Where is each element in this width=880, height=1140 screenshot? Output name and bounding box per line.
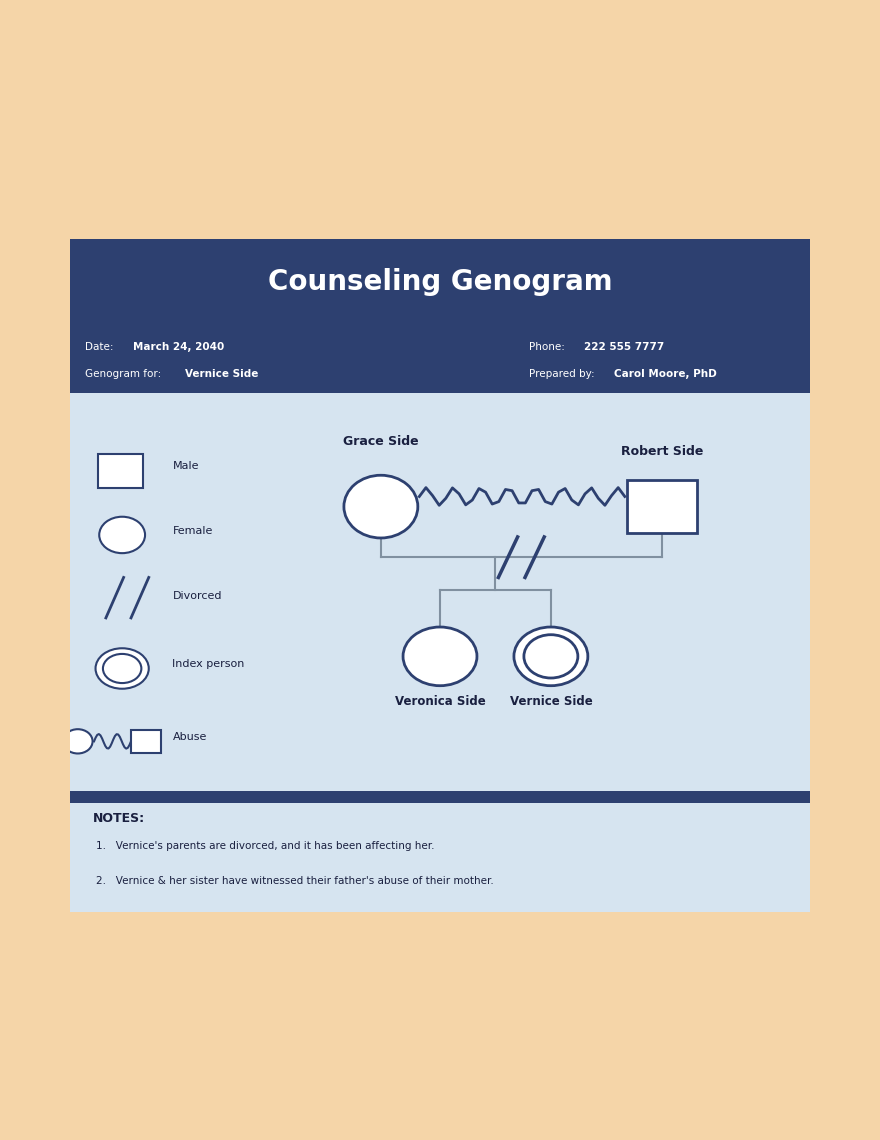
Ellipse shape (99, 516, 145, 553)
Text: Divorced: Divorced (172, 591, 222, 601)
Text: Female: Female (172, 526, 213, 536)
Text: 2.   Vernice & her sister have witnessed their father's abuse of their mother.: 2. Vernice & her sister have witnessed t… (96, 876, 494, 886)
Text: 222 555 7777: 222 555 7777 (584, 342, 664, 352)
FancyBboxPatch shape (627, 480, 697, 532)
Text: Genogram for:: Genogram for: (85, 369, 165, 380)
Ellipse shape (344, 475, 418, 538)
Text: Date:: Date: (85, 342, 117, 352)
Text: March 24, 2040: March 24, 2040 (133, 342, 224, 352)
Text: Prepared by:: Prepared by: (529, 369, 598, 380)
Text: 1.   Vernice's parents are divorced, and it has been affecting her.: 1. Vernice's parents are divorced, and i… (96, 841, 435, 852)
FancyBboxPatch shape (70, 791, 810, 798)
Text: Index person: Index person (172, 659, 245, 669)
Text: Veronica Side: Veronica Side (394, 694, 486, 708)
Ellipse shape (514, 627, 588, 685)
Text: Carol Moore, PhD: Carol Moore, PhD (613, 369, 716, 380)
Ellipse shape (524, 635, 578, 678)
Text: NOTES:: NOTES: (92, 812, 144, 824)
Text: Abuse: Abuse (172, 732, 207, 742)
Ellipse shape (96, 649, 149, 689)
Text: Robert Side: Robert Side (620, 445, 703, 458)
FancyBboxPatch shape (131, 731, 160, 752)
Ellipse shape (63, 730, 92, 754)
Text: Phone:: Phone: (529, 342, 568, 352)
Text: Vernice Side: Vernice Side (510, 694, 592, 708)
Text: Grace Side: Grace Side (343, 435, 419, 448)
FancyBboxPatch shape (99, 454, 143, 488)
Text: Male: Male (172, 462, 199, 471)
Text: Counseling Genogram: Counseling Genogram (268, 268, 612, 296)
Ellipse shape (103, 654, 142, 683)
Ellipse shape (403, 627, 477, 685)
Text: Vernice Side: Vernice Side (185, 369, 259, 380)
